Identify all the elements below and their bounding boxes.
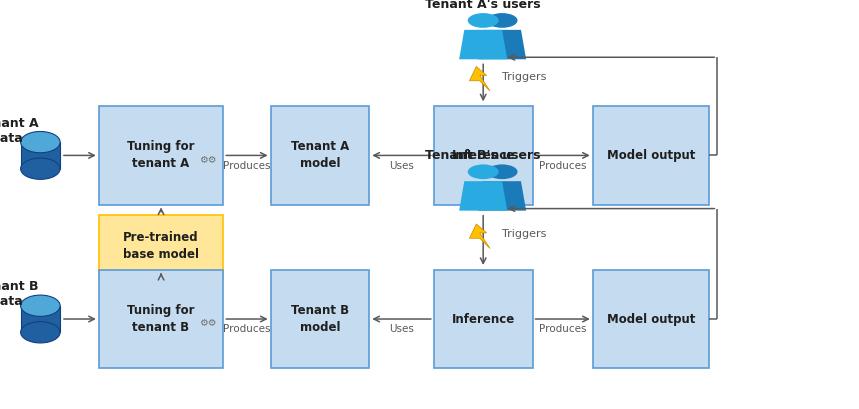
Text: Tenant B's users: Tenant B's users	[425, 149, 541, 162]
Text: Tenant A
data: Tenant A data	[0, 117, 39, 145]
Polygon shape	[459, 181, 507, 211]
FancyBboxPatch shape	[21, 306, 60, 332]
Text: Pre-trained
base model: Pre-trained base model	[123, 231, 199, 261]
Text: Triggers: Triggers	[502, 229, 546, 239]
FancyBboxPatch shape	[99, 106, 223, 204]
Text: Produces: Produces	[223, 161, 271, 171]
FancyBboxPatch shape	[593, 106, 709, 204]
Text: Tenant A's users: Tenant A's users	[425, 0, 541, 11]
FancyBboxPatch shape	[434, 270, 533, 368]
Text: Produces: Produces	[539, 161, 587, 171]
FancyBboxPatch shape	[271, 270, 369, 368]
Text: Tuning for
tenant A: Tuning for tenant A	[127, 140, 195, 171]
Text: Produces: Produces	[223, 324, 271, 334]
Circle shape	[467, 164, 498, 179]
Ellipse shape	[21, 321, 60, 343]
Ellipse shape	[21, 295, 60, 317]
Text: Tenant B
model: Tenant B model	[291, 304, 349, 334]
FancyBboxPatch shape	[99, 270, 223, 368]
Text: ⚙⚙: ⚙⚙	[199, 318, 216, 328]
Ellipse shape	[21, 132, 60, 153]
Text: Tenant B
data: Tenant B data	[0, 281, 39, 308]
Text: ⚙⚙: ⚙⚙	[199, 155, 216, 164]
Text: Tenant A
model: Tenant A model	[291, 140, 349, 171]
Polygon shape	[459, 30, 507, 59]
Polygon shape	[469, 224, 490, 249]
Text: Tuning for
tenant B: Tuning for tenant B	[127, 304, 195, 334]
FancyBboxPatch shape	[99, 215, 223, 278]
FancyBboxPatch shape	[593, 270, 709, 368]
Circle shape	[486, 164, 517, 179]
Polygon shape	[469, 66, 490, 91]
Ellipse shape	[21, 158, 60, 179]
Circle shape	[486, 13, 517, 28]
FancyBboxPatch shape	[271, 106, 369, 204]
Text: Inference: Inference	[452, 312, 515, 326]
FancyBboxPatch shape	[434, 106, 533, 204]
Polygon shape	[478, 30, 526, 59]
FancyBboxPatch shape	[21, 142, 60, 169]
Text: Inference: Inference	[452, 149, 515, 162]
Polygon shape	[478, 181, 526, 211]
Text: Triggers: Triggers	[502, 72, 546, 82]
Circle shape	[467, 13, 498, 28]
Text: Uses: Uses	[389, 161, 414, 171]
Text: Model output: Model output	[606, 149, 695, 162]
Text: Model output: Model output	[606, 312, 695, 326]
Text: Produces: Produces	[539, 324, 587, 334]
Text: Uses: Uses	[389, 324, 414, 334]
